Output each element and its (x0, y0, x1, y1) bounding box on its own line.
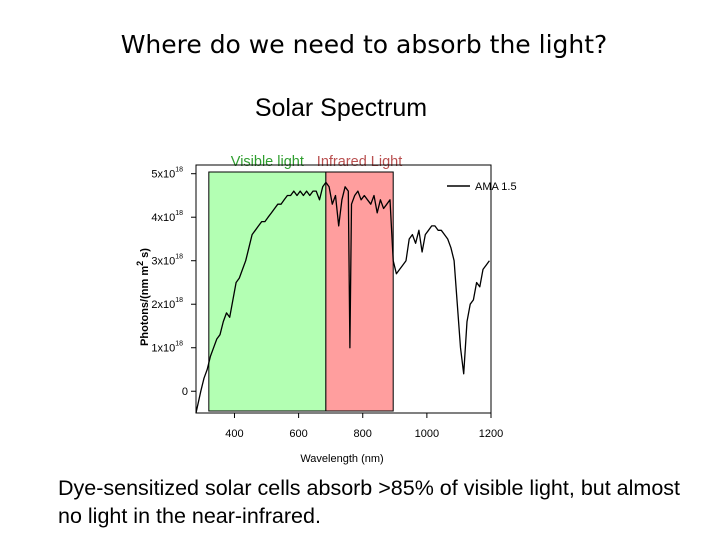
y-tick-label-3: 3x1018 (151, 254, 183, 268)
y-tick-label-0: 0 (182, 386, 188, 398)
region-label-infrared-light: Infrared Light (317, 154, 402, 170)
slide-caption: Dye-sensitized solar cells absorb >85% o… (58, 476, 680, 528)
x-tick-label-800: 800 (354, 428, 372, 440)
y-tick-label-5: 5x1018 (151, 167, 183, 181)
y-axis-label-tail: s) (139, 248, 151, 261)
region-labels: Visible light Infrared Light (231, 154, 402, 170)
legend-label-ama-1-5: AMA 1.5 (475, 181, 517, 193)
y-tick-label-1: 1x1018 (151, 341, 183, 355)
plot-frame (195, 164, 492, 414)
legend: AMA 1.5 (447, 181, 517, 193)
series-line-ama-1-5 (195, 181, 490, 414)
y-tick-label-2: 2x1018 (151, 297, 183, 311)
y-axis-label: Photons/(nm m2 s) (135, 248, 151, 346)
series-lines (195, 181, 490, 414)
x-axis-ticks: 400 600 800 1000 1200 (225, 413, 503, 440)
region-bands (208, 171, 394, 412)
region-label-visible-light: Visible light (231, 154, 304, 170)
x-tick-label-1000: 1000 (415, 428, 439, 440)
x-tick-label-600: 600 (289, 428, 307, 440)
y-axis-label-sup: 2 (135, 261, 145, 266)
y-tick-label-4: 4x1018 (151, 210, 183, 224)
slide-title: Where do we need to absorb the light? (120, 30, 608, 59)
y-axis-ticks: 0 1x1018 2x1018 3x1018 4x1018 5x1018 (151, 167, 196, 398)
y-axis-label-base: Photons/(nm m (139, 266, 151, 346)
region-band-visible-light (208, 171, 327, 412)
x-tick-label-400: 400 (225, 428, 243, 440)
chart-title: Solar Spectrum (255, 94, 427, 122)
x-axis-label: Wavelength (nm) (300, 453, 383, 465)
x-tick-label-1200: 1200 (479, 428, 503, 440)
